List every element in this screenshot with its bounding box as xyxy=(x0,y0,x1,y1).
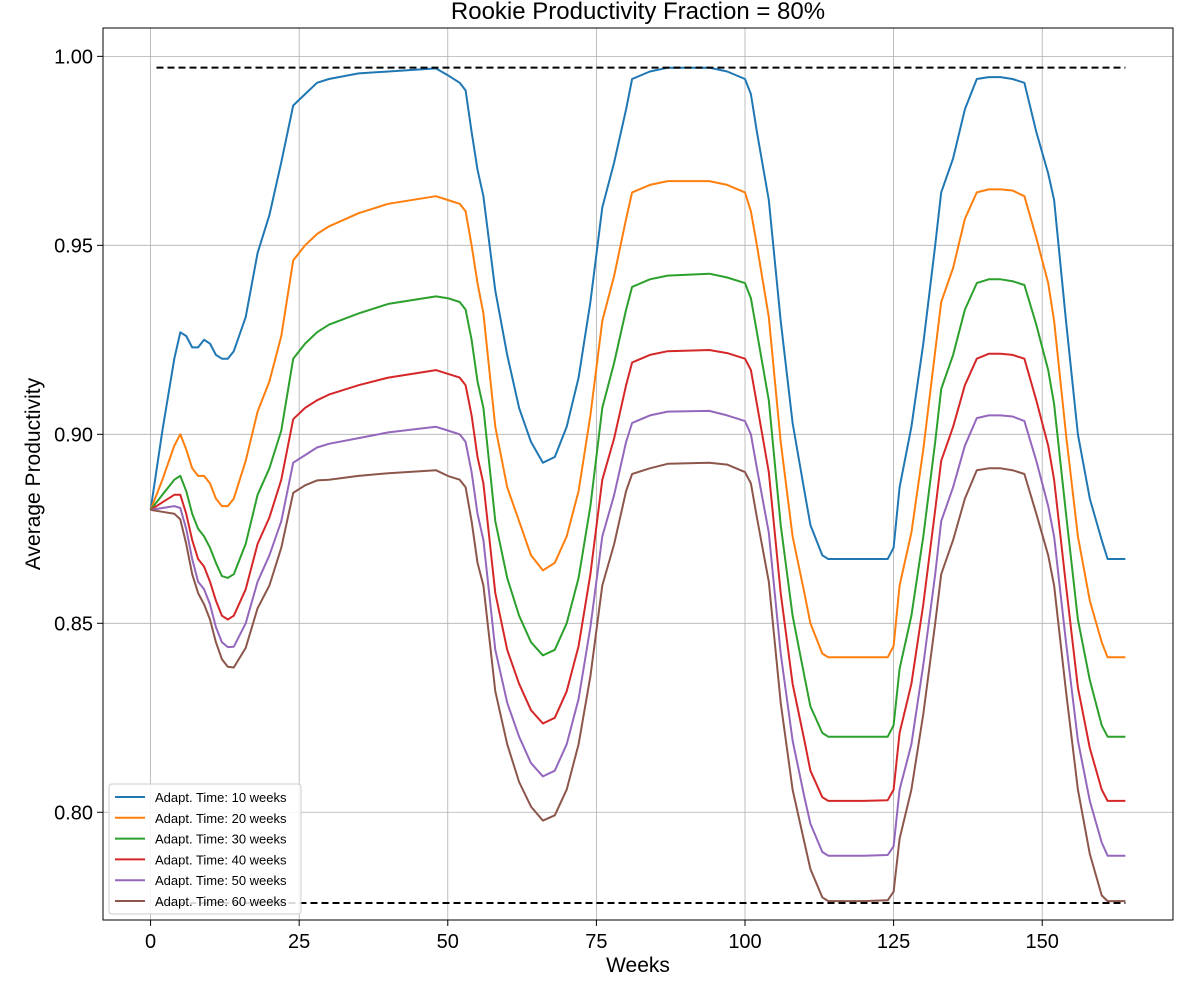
legend-box xyxy=(108,783,302,915)
series-line-1 xyxy=(149,66,1126,560)
x-tick-label: 50 xyxy=(437,931,459,953)
series-line-2 xyxy=(149,180,1126,659)
legend-label: Adapt. Time: 10 weeks xyxy=(155,790,287,805)
y-axis-label: Average Productivity xyxy=(22,377,45,570)
series-line-6 xyxy=(150,461,1126,903)
x-tick-label: 25 xyxy=(288,931,310,953)
x-axis-label: Weeks xyxy=(606,954,670,977)
x-tick-label: 125 xyxy=(877,931,910,953)
y-tick-label: 0.90 xyxy=(54,424,93,446)
y-tick-label: 1.00 xyxy=(54,46,93,68)
series-line-4 xyxy=(150,349,1126,802)
plot-frame xyxy=(102,27,1174,921)
x-tick-label: 150 xyxy=(1026,931,1059,953)
legend-label: Adapt. Time: 50 weeks xyxy=(155,873,287,888)
series-line-3 xyxy=(149,272,1126,738)
y-tick-label: 0.95 xyxy=(54,235,93,257)
x-tick-label: 100 xyxy=(728,931,761,953)
legend-label: Adapt. Time: 40 weeks xyxy=(155,852,287,867)
reference-lines xyxy=(156,66,1126,904)
chart-title: Rookie Productivity Fraction = 80% xyxy=(451,0,825,25)
x-tick-label: 75 xyxy=(585,931,607,953)
x-tick-label: 0 xyxy=(145,931,156,953)
y-tick-label: 0.85 xyxy=(54,613,93,635)
y-axis-ticks: 0.80 0.85 0.90 0.95 1.00 xyxy=(54,46,103,824)
legend-label: Adapt. Time: 60 weeks xyxy=(155,894,287,909)
y-tick-label: 0.80 xyxy=(54,802,93,824)
x-axis-ticks: 0 25 50 75 100 125 150 xyxy=(145,920,1059,953)
legend-label: Adapt. Time: 20 weeks xyxy=(155,811,287,826)
series-line-5 xyxy=(150,409,1126,857)
series-lines xyxy=(149,66,1126,903)
legend: Adapt. Time: 10 weeks Adapt. Time: 20 wee… xyxy=(108,783,302,915)
legend-label: Adapt. Time: 30 weeks xyxy=(155,832,287,847)
